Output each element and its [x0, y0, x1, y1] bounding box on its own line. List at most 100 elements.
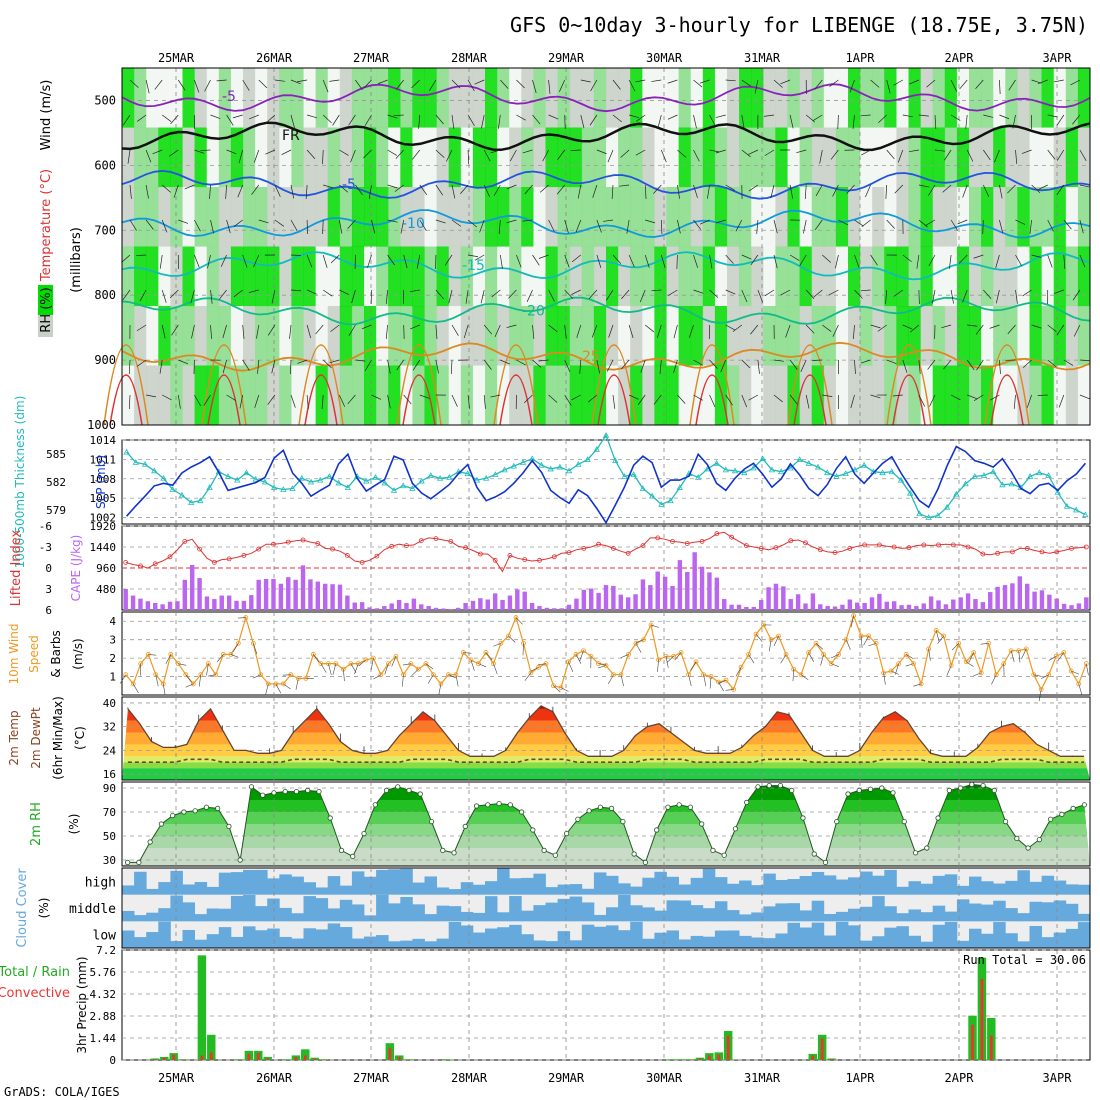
wind-point: [1061, 650, 1067, 655]
cape-bar: [855, 602, 860, 610]
wind-barb: [494, 324, 501, 338]
wind-barb: [725, 184, 736, 191]
rh-cell: [400, 68, 413, 128]
wind-barb: [1078, 683, 1083, 696]
thickness-point: [261, 478, 269, 485]
cloud-cell: [908, 881, 921, 895]
isotherm-line: [121, 121, 1091, 152]
rh-cell: [642, 306, 655, 366]
panel-frame: [121, 611, 1091, 696]
cloud-cell: [255, 930, 268, 948]
thickness-point: [777, 468, 785, 475]
cape-bar: [766, 587, 771, 610]
wind-barb: [735, 667, 742, 677]
wind-point: [1083, 661, 1089, 667]
wind-point: [258, 672, 264, 678]
wind-barb: [467, 219, 477, 228]
cloud-cell: [981, 881, 994, 895]
wind-point: [873, 640, 879, 646]
thickness-point: [980, 472, 988, 478]
wind-point: [491, 661, 496, 667]
cloud-cell: [581, 888, 595, 895]
rh-cell: [315, 365, 329, 426]
wind-barb: [377, 79, 388, 85]
wind-barb: [1079, 394, 1090, 400]
rh-point: [912, 850, 919, 856]
wind-barb: [395, 149, 404, 159]
wind-point: [385, 661, 391, 667]
cape-bar: [973, 599, 978, 610]
rh-cell: [606, 187, 619, 247]
wind-barb: [207, 254, 211, 269]
wind-point: [701, 672, 706, 678]
cloud-cell: [400, 868, 413, 895]
rh-tick: 50: [103, 830, 116, 843]
cape-bar: [862, 603, 867, 610]
wind-barb: [412, 359, 421, 371]
rh-cell: [993, 68, 1006, 128]
cape-bar: [352, 602, 357, 610]
cloud-cell: [702, 936, 716, 948]
wind-barb: [854, 289, 863, 299]
thickness-point: [805, 460, 812, 466]
wind-barb: [780, 654, 787, 664]
cape-bar: [574, 598, 579, 610]
rh-cell: [485, 246, 498, 307]
wind-barb: [805, 324, 815, 334]
cape-bar: [544, 607, 550, 610]
rh-cell: [1065, 365, 1079, 426]
cloud-cell: [364, 936, 377, 948]
rh-cell: [436, 306, 450, 366]
rh-tick: 70: [103, 806, 116, 819]
rh-cell: [1041, 68, 1055, 128]
wind-barb: [893, 289, 904, 297]
cloud-cell: [1017, 913, 1030, 922]
wind-barb: [591, 324, 598, 338]
wind-barb: [799, 254, 807, 266]
rh-cell: [666, 127, 680, 188]
cape-bar: [145, 601, 151, 610]
rh-point: [383, 787, 390, 794]
cape-bar: [189, 564, 195, 610]
rh-cell: [799, 127, 813, 188]
wind-barb: [983, 289, 992, 299]
rh-cell: [1029, 246, 1043, 307]
wind-barb: [274, 79, 285, 82]
rh-point: [440, 847, 446, 854]
wind-barb: [640, 359, 646, 373]
wind-barb: [1018, 650, 1021, 663]
thickness-point: [178, 491, 186, 498]
rh-point: [226, 823, 232, 830]
rh-cell: [618, 246, 631, 307]
cloud-cell: [134, 871, 147, 895]
wind-point: [851, 613, 857, 619]
wind-barb: [748, 149, 759, 155]
cloud-cell: [218, 908, 232, 922]
cape-bar: [441, 608, 446, 610]
rh-cell: [666, 365, 680, 426]
wind-barb: [330, 254, 340, 264]
thickness-point: [1008, 480, 1015, 487]
wind-barb: [870, 79, 880, 88]
cloud-cell: [1041, 937, 1055, 948]
thickness-point: [787, 464, 794, 471]
cloud-cell: [678, 900, 692, 922]
wind-barb: [387, 149, 397, 156]
rh-point: [136, 859, 142, 866]
wind-barb: [845, 639, 851, 650]
wind-barb: [553, 685, 561, 693]
rh-cell: [775, 246, 788, 307]
cape-bar: [781, 586, 786, 610]
wind-barb: [1057, 652, 1064, 661]
wind-barb: [800, 674, 809, 681]
wind-point: [370, 655, 376, 661]
wind-barb: [161, 324, 166, 339]
wind-barb: [237, 184, 244, 198]
wind-barb: [886, 219, 895, 229]
wind-barb: [982, 184, 990, 197]
cape-bar: [906, 604, 912, 610]
rh-point: [755, 784, 761, 790]
rh-cell: [1005, 246, 1018, 307]
wind-barb: [653, 184, 662, 194]
thickness-point: [409, 485, 416, 491]
